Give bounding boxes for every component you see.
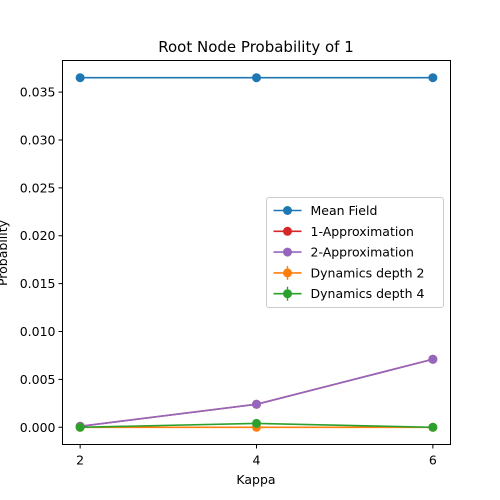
data-point: [252, 418, 261, 428]
y-tick-label: 0.015: [20, 276, 56, 291]
data-point: [252, 399, 261, 409]
legend-item: Dynamics depth 2: [273, 265, 425, 280]
series-line: [80, 358, 434, 428]
data-point: [252, 73, 261, 83]
legend-item: 2-Approximation: [273, 245, 414, 260]
y-tick-label: 0.030: [20, 132, 56, 147]
legend-marker: [283, 247, 292, 257]
series-line: [80, 358, 434, 428]
x-tick-label: 2: [76, 453, 84, 468]
series-dynamics-depth-4: [75, 418, 438, 432]
data-point: [428, 354, 438, 364]
x-axis: 2 4 6: [76, 444, 437, 468]
legend-label: Dynamics depth 4: [311, 286, 425, 301]
plot-area: [75, 73, 438, 432]
y-tick-label: 0.020: [20, 228, 56, 243]
y-axis: 0.000 0.005 0.010 0.015 0.020 0.025 0.030 0.035: [20, 85, 63, 435]
x-axis-label: Kappa: [236, 472, 275, 487]
chart-title: Root Node Probability of 1: [158, 38, 354, 56]
legend-label: 2-Approximation: [311, 245, 414, 260]
legend: Mean Field 1-Approximation 2-Approximation…: [266, 197, 444, 308]
legend-label: Dynamics depth 2: [311, 265, 425, 280]
legend-item: Mean Field: [273, 203, 378, 218]
legend-item: Dynamics depth 4: [273, 286, 425, 301]
legend-marker: [283, 226, 292, 236]
series-mean-field: [75, 73, 438, 83]
y-axis-label: Probability: [0, 219, 10, 286]
legend-item: 1-Approximation: [273, 224, 414, 239]
data-point: [428, 73, 438, 83]
y-tick-label: 0.005: [20, 372, 56, 387]
data-point: [75, 73, 85, 83]
y-tick-label: 0.025: [20, 180, 56, 195]
x-tick-label: 6: [429, 453, 437, 468]
data-point: [428, 422, 438, 432]
legend-box: [266, 197, 444, 308]
y-tick-label: 0.010: [20, 324, 56, 339]
legend-label: 1-Approximation: [311, 224, 414, 239]
legend-label: Mean Field: [311, 203, 378, 218]
y-tick-label: 0.035: [20, 85, 56, 100]
y-tick-label: 0.000: [20, 420, 56, 435]
x-tick-label: 4: [253, 453, 261, 468]
legend-marker: [283, 206, 292, 215]
data-point: [75, 422, 85, 432]
